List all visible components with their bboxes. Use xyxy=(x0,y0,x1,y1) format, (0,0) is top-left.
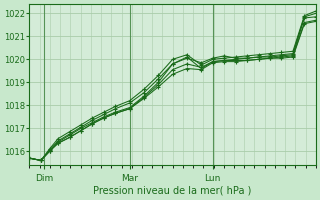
X-axis label: Pression niveau de la mer( hPa ): Pression niveau de la mer( hPa ) xyxy=(93,186,252,196)
